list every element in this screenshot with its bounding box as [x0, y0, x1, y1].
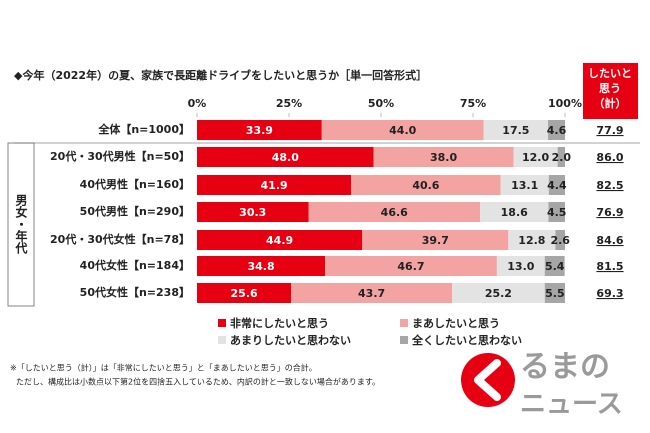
value-label: 44.0	[389, 124, 416, 137]
value-label: 12.8	[518, 234, 545, 247]
value-label: 33.9	[246, 124, 273, 137]
bar-segment	[548, 120, 565, 140]
group-label: 男女・年代	[14, 194, 28, 255]
bar-segment	[197, 175, 352, 195]
bar-segment	[548, 202, 565, 222]
category-label: 40代男性【n=160】	[80, 177, 190, 191]
x-tick-label: 0%	[188, 97, 207, 110]
bar-segment	[513, 147, 558, 167]
category-label: 20代・30代女性【n=78】	[50, 232, 190, 246]
bar-segment	[452, 283, 545, 303]
bar-segment	[548, 175, 565, 195]
logo-text: るまの	[520, 350, 610, 385]
legend-label: 非常にしたいと思う	[230, 316, 329, 330]
logo: るまの ニュース	[461, 350, 623, 420]
bar-segment	[544, 256, 565, 276]
totals-header: したいと	[588, 67, 632, 80]
bar-segment	[197, 283, 292, 303]
logo-mark	[474, 359, 501, 401]
bar-segment	[373, 147, 514, 167]
value-label: 34.8	[247, 260, 274, 273]
value-label: 46.6	[381, 206, 408, 219]
logo-text: ニュース	[520, 390, 623, 420]
value-label: 2.0	[552, 151, 572, 164]
bar-segment	[362, 230, 509, 250]
value-label: 18.6	[501, 206, 528, 219]
legend-label: あまりしたいと思わない	[230, 334, 351, 347]
bar-segment	[508, 230, 556, 250]
legend-label: 全くしたいと思わない	[411, 333, 522, 347]
bar-segment	[197, 120, 322, 140]
value-label: 46.7	[397, 260, 424, 273]
bar-segment	[325, 256, 497, 276]
total-label: 82.5	[596, 179, 623, 192]
bar-segment	[351, 175, 501, 195]
x-tick-label: 25%	[276, 97, 302, 110]
value-label: 2.6	[550, 234, 570, 247]
legend-label: まあしたいと思う	[412, 317, 500, 330]
bar-segment	[308, 202, 480, 222]
bar-segment	[544, 283, 565, 303]
legend-swatch	[218, 336, 226, 344]
bar-segment	[291, 283, 453, 303]
value-label: 5.5	[545, 287, 565, 300]
value-label: 40.6	[412, 179, 439, 192]
legend-swatch	[218, 319, 226, 327]
bar-segment	[197, 202, 309, 222]
bar-segment	[483, 120, 549, 140]
value-label: 13.0	[507, 260, 534, 273]
bar-segment	[197, 147, 374, 167]
value-label: 5.4	[545, 260, 565, 273]
totals-header-box	[583, 63, 638, 119]
total-label: 86.0	[596, 151, 623, 164]
total-label: 77.9	[596, 124, 623, 137]
value-label: 38.0	[430, 151, 457, 164]
legend-swatch	[400, 336, 408, 344]
chart-title: ◆今年（2022年）の夏、家族で長距離ドライブをしたいと思うか［単一回答形式］	[14, 68, 427, 82]
x-tick-label: 50%	[368, 97, 394, 110]
total-label: 76.9	[596, 206, 623, 219]
totals-header: 思う	[599, 82, 621, 95]
total-label: 81.5	[596, 260, 623, 273]
value-label: 13.1	[511, 179, 538, 192]
category-label: 50代女性【n=238】	[80, 285, 190, 299]
bar-segment	[555, 230, 565, 250]
bar-segment	[197, 256, 326, 276]
category-label: 全体【n=1000】	[97, 122, 190, 136]
value-label: 12.0	[522, 151, 549, 164]
value-label: 44.9	[266, 234, 293, 247]
value-label: 17.5	[502, 124, 529, 137]
value-label: 39.7	[422, 234, 449, 247]
total-label: 69.3	[596, 287, 623, 300]
x-tick-label: 75%	[460, 97, 486, 110]
category-label: 40代女性【n=184】	[80, 258, 190, 272]
value-label: 41.9	[261, 179, 288, 192]
bar-segment	[496, 256, 545, 276]
category-label: 50代男性【n=290】	[80, 204, 190, 218]
group-box	[7, 142, 35, 307]
bar-segment	[500, 175, 549, 195]
value-label: 4.4	[547, 179, 567, 192]
category-label: 20代・30代男性【n=50】	[50, 149, 190, 163]
totals-header: （計）	[594, 96, 627, 110]
bar-segment	[321, 120, 484, 140]
value-label: 25.2	[485, 287, 512, 300]
value-label: 4.5	[547, 206, 567, 219]
note: ※「したいと思う（計）」は「非常にしたいと思う」と「まあしたいと思う」の合計。	[10, 363, 317, 373]
bar-segment	[197, 230, 363, 250]
total-label: 84.6	[596, 234, 623, 247]
note: ただし、構成比は小数点以下第2位を四捨五入しているため、内訳の計と一致しない場合…	[16, 377, 380, 387]
value-label: 4.6	[547, 124, 567, 137]
value-label: 30.3	[239, 206, 266, 219]
logo-icon	[461, 353, 515, 407]
value-label: 25.6	[231, 287, 258, 300]
x-tick-label: 100%	[548, 97, 582, 110]
legend-swatch	[400, 319, 408, 327]
value-label: 48.0	[272, 151, 299, 164]
value-label: 43.7	[358, 287, 385, 300]
bar-segment	[479, 202, 549, 222]
bar-segment	[557, 147, 565, 167]
